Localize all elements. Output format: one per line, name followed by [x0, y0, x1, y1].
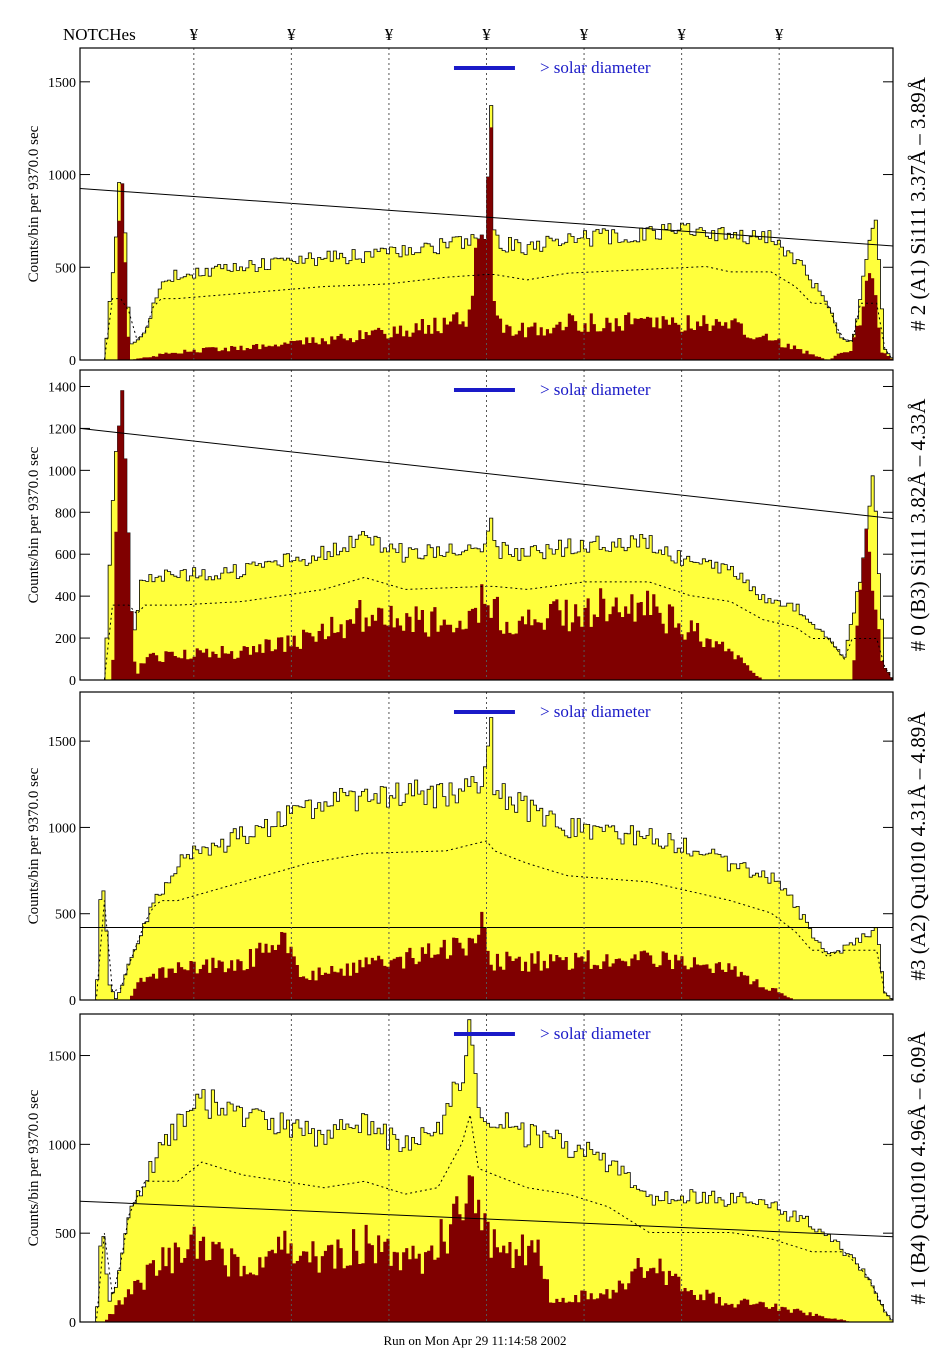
y-tick-label: 1500 — [48, 76, 76, 91]
band-label: # 1 (B4) Qu1010 4.96Å – 6.09Å — [906, 1031, 930, 1305]
y-tick-label: 1500 — [48, 1050, 76, 1065]
y-tick-label: 1000 — [48, 821, 76, 836]
y-tick-label: 800 — [55, 506, 76, 521]
notch-mark-3: ¥ — [385, 25, 394, 44]
panel-2: 0 200 400 600 800 1000 1200 1400 Counts/bin per … — [26, 369, 930, 689]
solar-diameter-label: > solar diameter — [540, 702, 651, 721]
y-axis-label: Counts/bin per 9370.0 sec — [26, 767, 42, 924]
notch-mark-2: ¥ — [287, 25, 296, 44]
panels: 0 500 1000 1500 Counts/bin per 9370.0 sec # 2… — [26, 47, 930, 1331]
band-label: # 0 (B3) Si111 3.82Å – 4.33Å — [906, 398, 930, 652]
y-tick-label: 600 — [55, 548, 76, 563]
plot-frame — [79, 369, 894, 681]
model-curve — [80, 1114, 894, 1323]
y-tick-label: 0 — [69, 674, 76, 689]
model-curve — [80, 265, 894, 361]
trend-line — [79, 1200, 894, 1238]
y-tick-label: 200 — [55, 632, 76, 647]
y-tick-label: 500 — [55, 908, 76, 923]
notch-mark-6: ¥ — [677, 25, 686, 44]
notch-mark-4: ¥ — [482, 25, 491, 44]
y-tick-label: 400 — [55, 590, 76, 605]
y-tick-label: 500 — [55, 261, 76, 276]
trend-line — [79, 187, 894, 247]
y-tick-label: 1400 — [48, 380, 76, 395]
solar-diameter-label: > solar diameter — [540, 1024, 651, 1043]
notch-mark-1: ¥ — [190, 25, 199, 44]
panel-1: 0 500 1000 1500 Counts/bin per 9370.0 sec # 2… — [26, 47, 930, 369]
y-tick-label: 1000 — [48, 464, 76, 479]
dark-counts-histogram — [80, 390, 893, 680]
solar-diameter-label: > solar diameter — [540, 380, 651, 399]
notches-label: NOTCHes — [63, 25, 136, 44]
y-tick-label: 1000 — [48, 1138, 76, 1153]
panel-3: 0 500 1000 1500 Counts/bin per 9370.0 sec #3 … — [26, 691, 930, 1009]
run-timestamp: Run on Mon Apr 29 11:14:58 2002 — [384, 1333, 567, 1348]
band-label: #3 (A2) Qu1010 4.31Å – 4.89Å — [906, 711, 930, 981]
dark-counts-histogram — [80, 911, 893, 1000]
y-axis-label: Counts/bin per 9370.0 sec — [26, 446, 42, 603]
y-tick-label: 500 — [55, 1227, 76, 1242]
solar-diameter-label: > solar diameter — [540, 58, 651, 77]
model-curve — [80, 840, 894, 1001]
notch-mark-7: ¥ — [775, 25, 784, 44]
y-tick-label: 0 — [69, 1316, 76, 1331]
band-label: # 2 (A1) Si111 3.37Å – 3.89Å — [906, 76, 930, 331]
y-tick-label: 0 — [69, 994, 76, 1009]
plot-frame — [79, 691, 894, 1001]
y-axis-label: Counts/bin per 9370.0 sec — [26, 125, 42, 282]
notch-mark-5: ¥ — [580, 25, 589, 44]
trend-line — [79, 427, 894, 520]
notch-header: NOTCHes ¥ ¥ ¥ ¥ ¥ ¥ ¥ — [63, 25, 784, 44]
y-tick-label: 1200 — [48, 422, 76, 437]
plot-frame — [79, 1013, 894, 1323]
plot-frame — [79, 47, 894, 361]
y-tick-label: 0 — [69, 354, 76, 369]
panel-4: 0 500 1000 1500 Counts/bin per 9370.0 sec # 1… — [26, 1013, 930, 1331]
y-tick-label: 1500 — [48, 735, 76, 750]
dark-counts-histogram — [80, 1175, 893, 1322]
y-tick-label: 1000 — [48, 169, 76, 184]
y-axis-label: Counts/bin per 9370.0 sec — [26, 1089, 42, 1246]
